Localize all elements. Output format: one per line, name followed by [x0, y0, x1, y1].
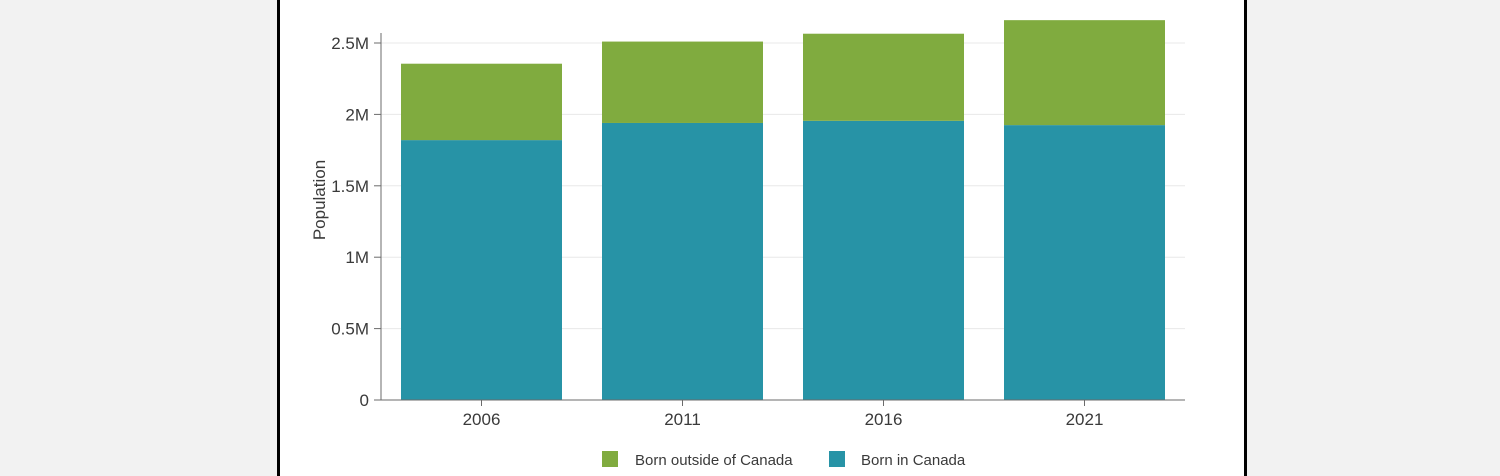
y-tick-label: 1M: [345, 248, 369, 267]
bar-segment-born-outside-of-canada: [1004, 20, 1165, 126]
legend: Born outside of Canada Born in Canada: [602, 451, 966, 469]
legend-label: Born outside of Canada: [635, 452, 793, 469]
y-axis-title: Population: [310, 160, 329, 240]
bar-segment-born-in-canada: [1004, 125, 1165, 401]
axes: 0 0.5M 1M 1.5M 2M 2.5M 2006 2011 2016 2021: [331, 33, 1185, 429]
x-tick-label: 2006: [463, 410, 501, 429]
bar-segment-born-outside-of-canada: [602, 41, 763, 123]
x-tick-label: 2021: [1066, 410, 1104, 429]
bar-segment-born-outside-of-canada: [803, 33, 964, 121]
x-tick-label: 2011: [664, 410, 701, 429]
y-tick-label: 0: [360, 391, 369, 410]
bar-segment-born-in-canada: [401, 140, 562, 400]
bars: [401, 20, 1165, 401]
legend-swatch: [602, 451, 618, 467]
y-tick-label: 2M: [345, 105, 369, 124]
stacked-bar-chart: 0 0.5M 1M 1.5M 2M 2.5M 2006 2011 2016 2021 Popula…: [310, 20, 1185, 469]
bar-segment-born-in-canada: [803, 120, 964, 401]
y-tick-label: 0.5M: [331, 320, 369, 339]
bar-segment-born-outside-of-canada: [401, 63, 562, 141]
chart-card: 0 0.5M 1M 1.5M 2M 2.5M 2006 2011 2016 2021 Popula…: [277, 0, 1247, 476]
x-tick-label: 2016: [865, 410, 903, 429]
bar-segment-born-in-canada: [602, 122, 763, 400]
legend-swatch: [829, 451, 845, 467]
y-tick-label: 1.5M: [331, 177, 369, 196]
legend-label: Born in Canada: [861, 452, 966, 469]
y-tick-label: 2.5M: [331, 34, 369, 53]
